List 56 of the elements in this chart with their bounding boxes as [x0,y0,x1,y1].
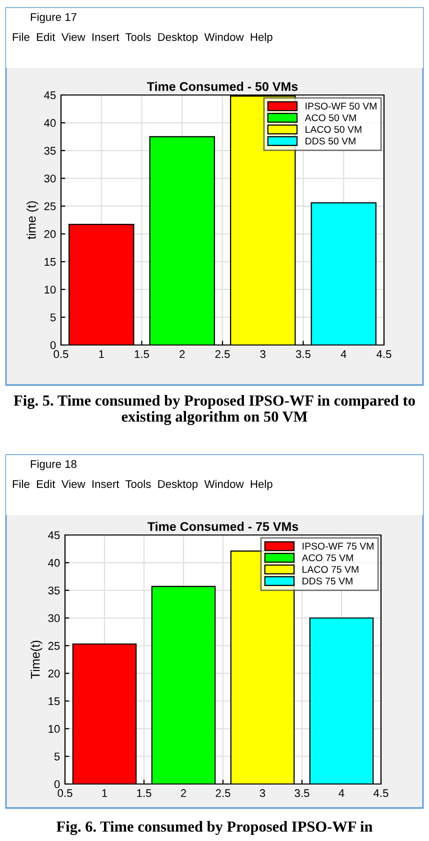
x-tick-label: 2 [180,350,185,358]
y-tick-label: 20 [48,670,60,678]
y-tick-label: 45 [44,91,56,100]
x-tick-label: 1 [99,350,104,358]
x-tick-label: 4.5 [374,789,388,798]
y-tick-label: 25 [48,642,60,650]
y-tick-label: 0 [50,341,56,350]
x-tick-label: 3 [260,350,266,358]
y-tick-label: 35 [44,146,56,155]
y-tick-label: 25 [44,202,56,210]
legend-label: DDS 75 VM [302,578,352,585]
chart-title: Time Consumed - 75 VMs [148,522,298,531]
y-tick-label: 10 [44,286,56,294]
y-tick-label: 15 [48,697,60,706]
caption: Figure 17 [30,12,76,24]
y-tick-label: 5 [50,314,56,322]
y-tick-label: 40 [48,558,60,567]
x-tick-label: 3.5 [296,350,311,358]
text: File Edit View Insert Tools Desktop Window Help [12,32,272,44]
x-tick-label: 1 [102,789,108,797]
x-tick-label: 4 [340,350,346,358]
y-tick-label: 35 [48,586,60,594]
x-tick-label: 4 [338,789,344,797]
x-tick-label: 2 [180,789,186,797]
caption: Fig. 5. Time consumed by Proposed IPSO-WF in compared to existing algorithm on 50 VM [14,394,415,426]
y-tick-label: 30 [48,614,60,622]
y-tick-label: 45 [48,531,60,540]
x-tick-label: 3 [260,789,266,798]
legend-label: IPSO-WF 75 VM [302,542,374,550]
y-tick-label: 0 [54,780,60,788]
legend-label: ACO 50 VM [304,114,356,122]
legend-label: DDS 50 VM [306,138,356,145]
y-axis-title: Time(t) [30,640,42,679]
y-tick-label: 10 [48,724,60,733]
x-tick-label: 0.5 [54,350,68,358]
x-tick-label: 3.5 [294,789,310,798]
caption: Fig. 6. Time consumed by Proposed IPSO-WF in [56,821,373,835]
legend-label: ACO 75 VM [302,554,353,562]
y-tick-label: 30 [44,174,56,182]
x-tick-label: 4.5 [376,350,392,358]
y-tick-label: 20 [44,230,56,238]
legend-label: LACO 75 VM [302,566,358,573]
x-tick-label: 2.5 [216,789,230,798]
y-tick-label: 40 [44,119,56,127]
legend-label: LACO 50 VM [306,126,362,133]
caption: Figure 18 [30,460,76,470]
x-tick-label: 1.5 [137,789,152,798]
y-axis-title: time (t) [26,201,38,240]
y-tick-label: 5 [54,752,60,760]
text: File Edit View Insert Tools Desktop Window Help [12,480,272,490]
y-tick-label: 15 [44,258,56,266]
x-tick-label: 2.5 [215,350,230,358]
legend-label: IPSO-WF 50 VM [306,102,376,110]
chart-title: Time Consumed - 50 VMs [147,82,298,91]
x-tick-label: 0.5 [58,789,72,798]
x-tick-label: 1.5 [134,350,150,358]
